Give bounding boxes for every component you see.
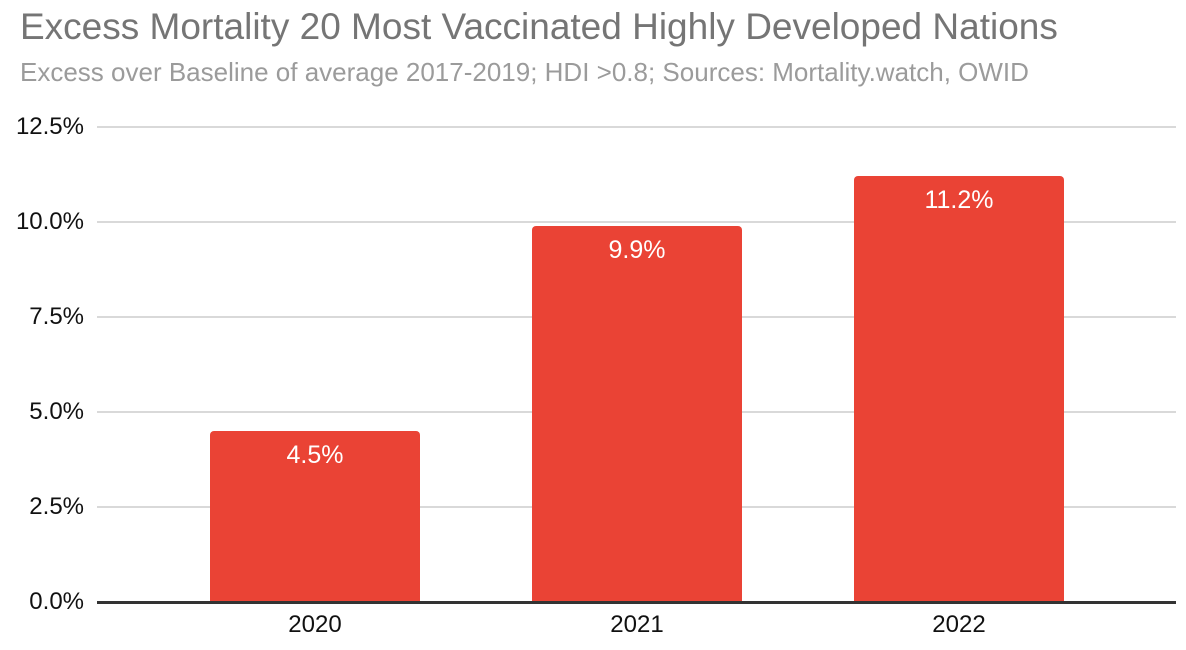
y-tick-label: 0.0% — [29, 588, 84, 615]
y-tick-label: 5.0% — [29, 398, 84, 425]
chart-title: Excess Mortality 20 Most Vaccinated High… — [20, 6, 1058, 47]
y-gridline-12.5% — [97, 126, 1176, 128]
chart-subtitle: Excess over Baseline of average 2017-201… — [20, 57, 1029, 87]
x-tick-label-2021: 2021 — [610, 611, 664, 638]
x-tick-label-2020: 2020 — [288, 611, 342, 638]
y-tick-label: 10.0% — [15, 208, 84, 235]
y-tick-label: 7.5% — [29, 303, 84, 330]
bar-2021: 9.9% — [532, 225, 742, 602]
x-tick-label-2022: 2022 — [932, 611, 986, 638]
y-gridline-10.0% — [97, 221, 1176, 223]
bar-value-label: 9.9% — [608, 235, 666, 264]
y-tick-label: 2.5% — [29, 493, 84, 520]
bar-2020: 4.5% — [210, 431, 420, 602]
y-tick-label: 12.5% — [15, 113, 84, 140]
x-axis-baseline — [97, 601, 1176, 604]
bar-value-label: 11.2% — [924, 186, 994, 215]
bar-value-label: 4.5% — [286, 441, 344, 469]
bar-2022: 11.2% — [854, 176, 1064, 602]
